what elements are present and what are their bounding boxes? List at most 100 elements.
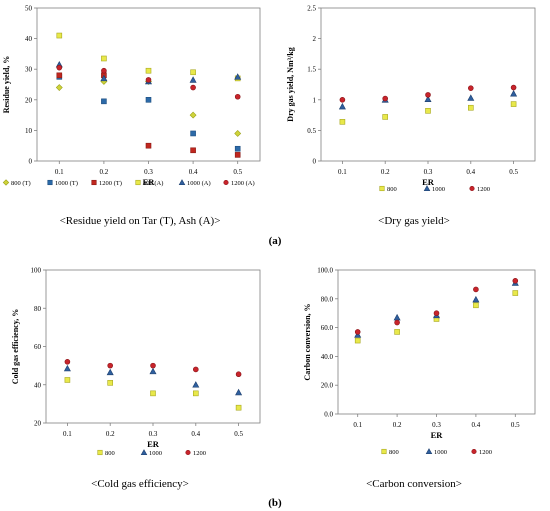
x-axis-title: ER — [147, 439, 160, 449]
legend-marker-1200-a — [223, 179, 229, 186]
legend-marker-1200-t — [91, 179, 97, 186]
y-tick-label: 60.0 — [321, 324, 334, 332]
point-1000 — [63, 364, 71, 372]
caption-drygas: <Dry gas yield> — [378, 215, 450, 227]
point-800-a — [190, 69, 196, 76]
y-tick-label: 40.0 — [321, 353, 334, 361]
legend-marker-800 — [97, 449, 103, 456]
legend-label-1200-t: 1200 (T) — [99, 180, 122, 187]
point-1200 — [339, 97, 346, 103]
legend-label-1200-a: 1200 (A) — [231, 180, 255, 187]
point-800 — [150, 390, 156, 397]
legend-label-1000-t: 1000 (T) — [55, 180, 78, 187]
x-axis-title: ER — [143, 177, 156, 187]
legend-marker-1200 — [469, 185, 475, 192]
point-1200 — [107, 362, 113, 369]
y-tick-label: 40 — [34, 381, 42, 389]
point-1200 — [382, 95, 389, 102]
point-1200 — [512, 277, 519, 284]
legend-label-1200: 1200 — [477, 186, 490, 193]
point-1000-t — [145, 97, 152, 103]
x-tick-label: 0.4 — [466, 168, 475, 176]
y-tick-label: 60 — [34, 343, 42, 351]
x-tick-label: 0.5 — [509, 168, 518, 176]
x-tick-label: 0.4 — [472, 421, 481, 429]
y-tick-label: 20 — [34, 420, 42, 428]
legend-label-1200: 1200 — [193, 450, 206, 457]
point-1200 — [150, 362, 156, 369]
x-axis-title: ER — [422, 177, 435, 187]
legend-label-1200: 1200 — [479, 449, 492, 456]
chart-carbon-conversion: 0.0 20.0 40.0 60.0 80.0 100.0 0.1 0.2 0.3 0.4 0.5 E… — [303, 267, 536, 456]
panel-label-b: (b) — [268, 497, 282, 509]
y-tick-label: 100 — [31, 267, 42, 275]
x-tick-label: 0.3 — [149, 430, 158, 438]
x-tick-label: 0.4 — [189, 168, 198, 176]
point-1200-a — [56, 64, 63, 71]
y-tick-label: 30 — [25, 66, 33, 74]
y-axis-title: Carbon conversion, % — [303, 303, 312, 380]
legend-marker-800-t — [2, 179, 10, 186]
point-1000 — [192, 381, 200, 388]
x-tick-label: 0.3 — [144, 168, 153, 176]
y-tick-label: 20 — [25, 96, 33, 104]
legend-marker-1000-t — [47, 179, 53, 186]
y-tick-label: 20.0 — [321, 382, 334, 390]
x-tick-label: 0.1 — [55, 168, 64, 176]
point-800 — [64, 377, 71, 383]
y-tick-label: 40 — [25, 35, 33, 43]
point-1200 — [467, 85, 474, 91]
legend-label-1000-a: 1000 (A) — [187, 180, 211, 187]
caption-carbon: <Carbon conversion> — [366, 478, 462, 490]
point-1200-a — [101, 67, 107, 74]
point-1200-t — [190, 147, 196, 154]
point-1000 — [393, 313, 401, 321]
point-1000 — [467, 94, 475, 101]
point-1200-a — [234, 93, 241, 100]
chart-dry-gas-yield: 0 0.5 1 1.5 2 2.5 0.1 0.2 0.3 0.4 0.5 ER Dry gas yie… — [286, 5, 536, 193]
point-1200-t — [234, 152, 241, 158]
point-1200-t — [145, 142, 152, 149]
point-800 — [425, 108, 431, 114]
point-1000-t — [190, 130, 196, 137]
point-1000 — [149, 367, 157, 375]
chart-cold-gas-efficiency: 20 40 60 80 100 0.1 0.2 0.3 0.4 0.5 ER Cold gas eff… — [11, 267, 261, 457]
legend-marker-1200 — [185, 449, 191, 456]
caption-coldgas: <Cold gas efficiency> — [91, 478, 189, 490]
y-tick-label: 1 — [313, 96, 317, 104]
plot-frame — [45, 269, 261, 424]
x-tick-label: 0.3 — [432, 421, 441, 429]
legend-label-800-t: 800 (T) — [11, 180, 31, 187]
point-800 — [467, 104, 474, 111]
y-tick-label: 50 — [25, 5, 33, 13]
plot-frame — [320, 7, 536, 162]
legend-marker-1000 — [140, 449, 148, 456]
x-tick-label: 0.2 — [393, 421, 402, 429]
x-tick-label: 0.5 — [511, 421, 520, 429]
point-1200 — [394, 319, 400, 326]
legend-label-1000: 1000 — [432, 186, 445, 193]
legend-marker-1200 — [471, 448, 477, 455]
legend-label-1000: 1000 — [149, 450, 162, 457]
x-tick-label: 0.4 — [191, 430, 200, 438]
point-800 — [382, 114, 389, 120]
point-800-t — [55, 84, 63, 91]
point-1200-t — [56, 72, 63, 79]
panel-label-a: (a) — [269, 235, 282, 247]
legend-label-800-a: 800 (A) — [143, 180, 163, 187]
chart-residue-yield: 0 10 20 30 40 50 0.1 0.2 0.3 0.4 0.5 ER Residue yiel… — [2, 5, 261, 187]
point-1200-a — [190, 84, 196, 91]
point-800-a — [145, 67, 152, 74]
legend-label-800: 800 — [105, 450, 115, 457]
y-tick-label: 2 — [313, 35, 317, 43]
point-1000 — [235, 388, 243, 396]
point-1000-a — [189, 76, 197, 83]
y-tick-label: 1.5 — [307, 66, 316, 74]
y-axis-title: Dry gas yield, Nm³/kg — [286, 47, 295, 121]
point-1200 — [354, 329, 361, 335]
point-1000 — [338, 102, 346, 110]
point-1000-a — [100, 74, 108, 82]
y-tick-label: 0.0 — [324, 411, 333, 419]
x-tick-label: 0.5 — [233, 168, 242, 176]
x-tick-label: 0.2 — [100, 168, 109, 176]
